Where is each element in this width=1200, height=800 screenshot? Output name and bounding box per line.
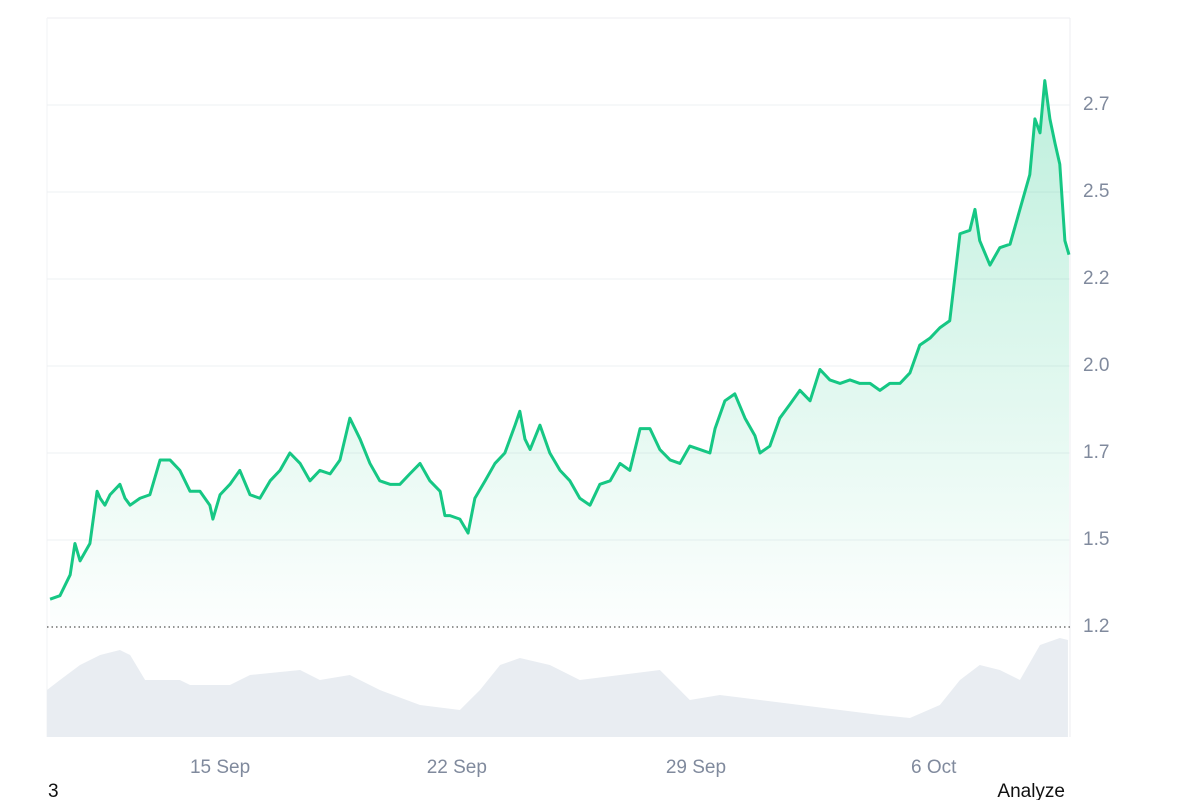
footer-left: 3 [48,781,59,800]
x-tick-label: 6 Oct [911,757,957,778]
price-line [49,79,1071,601]
y-tick-label: 1.2 [1083,616,1109,637]
footer-right[interactable]: Analyze [997,781,1065,800]
x-tick-label: 29 Sep [666,757,726,778]
y-tick-label: 2.0 [1083,355,1109,376]
y-tick-label: 2.7 [1083,94,1109,115]
y-tick-label: 2.5 [1083,181,1109,202]
y-tick-label: 1.7 [1083,442,1109,463]
x-tick-label: 22 Sep [427,757,487,778]
price-area [50,80,1069,627]
volume-area [47,638,1068,737]
y-tick-label: 1.5 [1083,529,1109,550]
x-tick-label: 15 Sep [190,757,250,778]
y-tick-label: 2.2 [1083,268,1109,289]
